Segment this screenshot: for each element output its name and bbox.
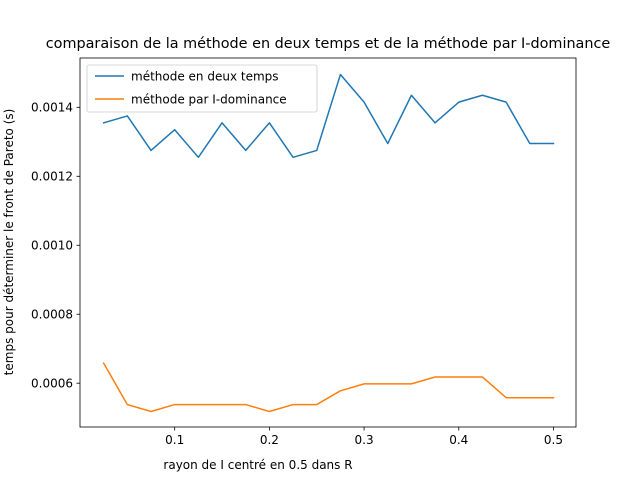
series-line-0 xyxy=(102,73,555,159)
x-tick-label: 0.5 xyxy=(544,433,563,447)
legend-label-methode-par-i-dominance: méthode par I-dominance xyxy=(131,93,287,107)
legend: méthode en deux temps méthode par I-domi… xyxy=(86,64,318,113)
plot-background xyxy=(80,58,576,427)
y-tick-label: 0.0006 xyxy=(31,376,73,390)
y-tick-label: 0.0008 xyxy=(31,307,73,321)
y-axis-label: temps pour déterminer le front de Pareto… xyxy=(2,109,16,376)
plot-area xyxy=(79,57,577,428)
y-tick-label: 0.0012 xyxy=(31,169,73,183)
y-tick-label: 0.0010 xyxy=(31,238,73,252)
x-axis: 0.1 0.2 0.3 0.4 0.5 xyxy=(165,427,563,447)
y-axis: 0.0006 0.0008 0.0010 0.0012 0.0014 xyxy=(31,101,80,390)
y-tick-label: 0.0014 xyxy=(31,101,73,115)
chart-title: comparaison de la méthode en deux temps … xyxy=(46,36,611,52)
x-axis-label: rayon de I centré en 0.5 dans R xyxy=(163,458,352,472)
legend-label-methode-en-deux-temps: méthode en deux temps xyxy=(131,70,279,84)
x-tick-label: 0.1 xyxy=(165,433,184,447)
x-tick-label: 0.4 xyxy=(449,433,468,447)
x-tick-label: 0.2 xyxy=(260,433,279,447)
x-tick-label: 0.3 xyxy=(355,433,374,447)
series-line-1 xyxy=(102,362,555,413)
series-layer xyxy=(102,73,555,413)
legend-box xyxy=(86,64,318,113)
plot-frame xyxy=(79,57,577,428)
